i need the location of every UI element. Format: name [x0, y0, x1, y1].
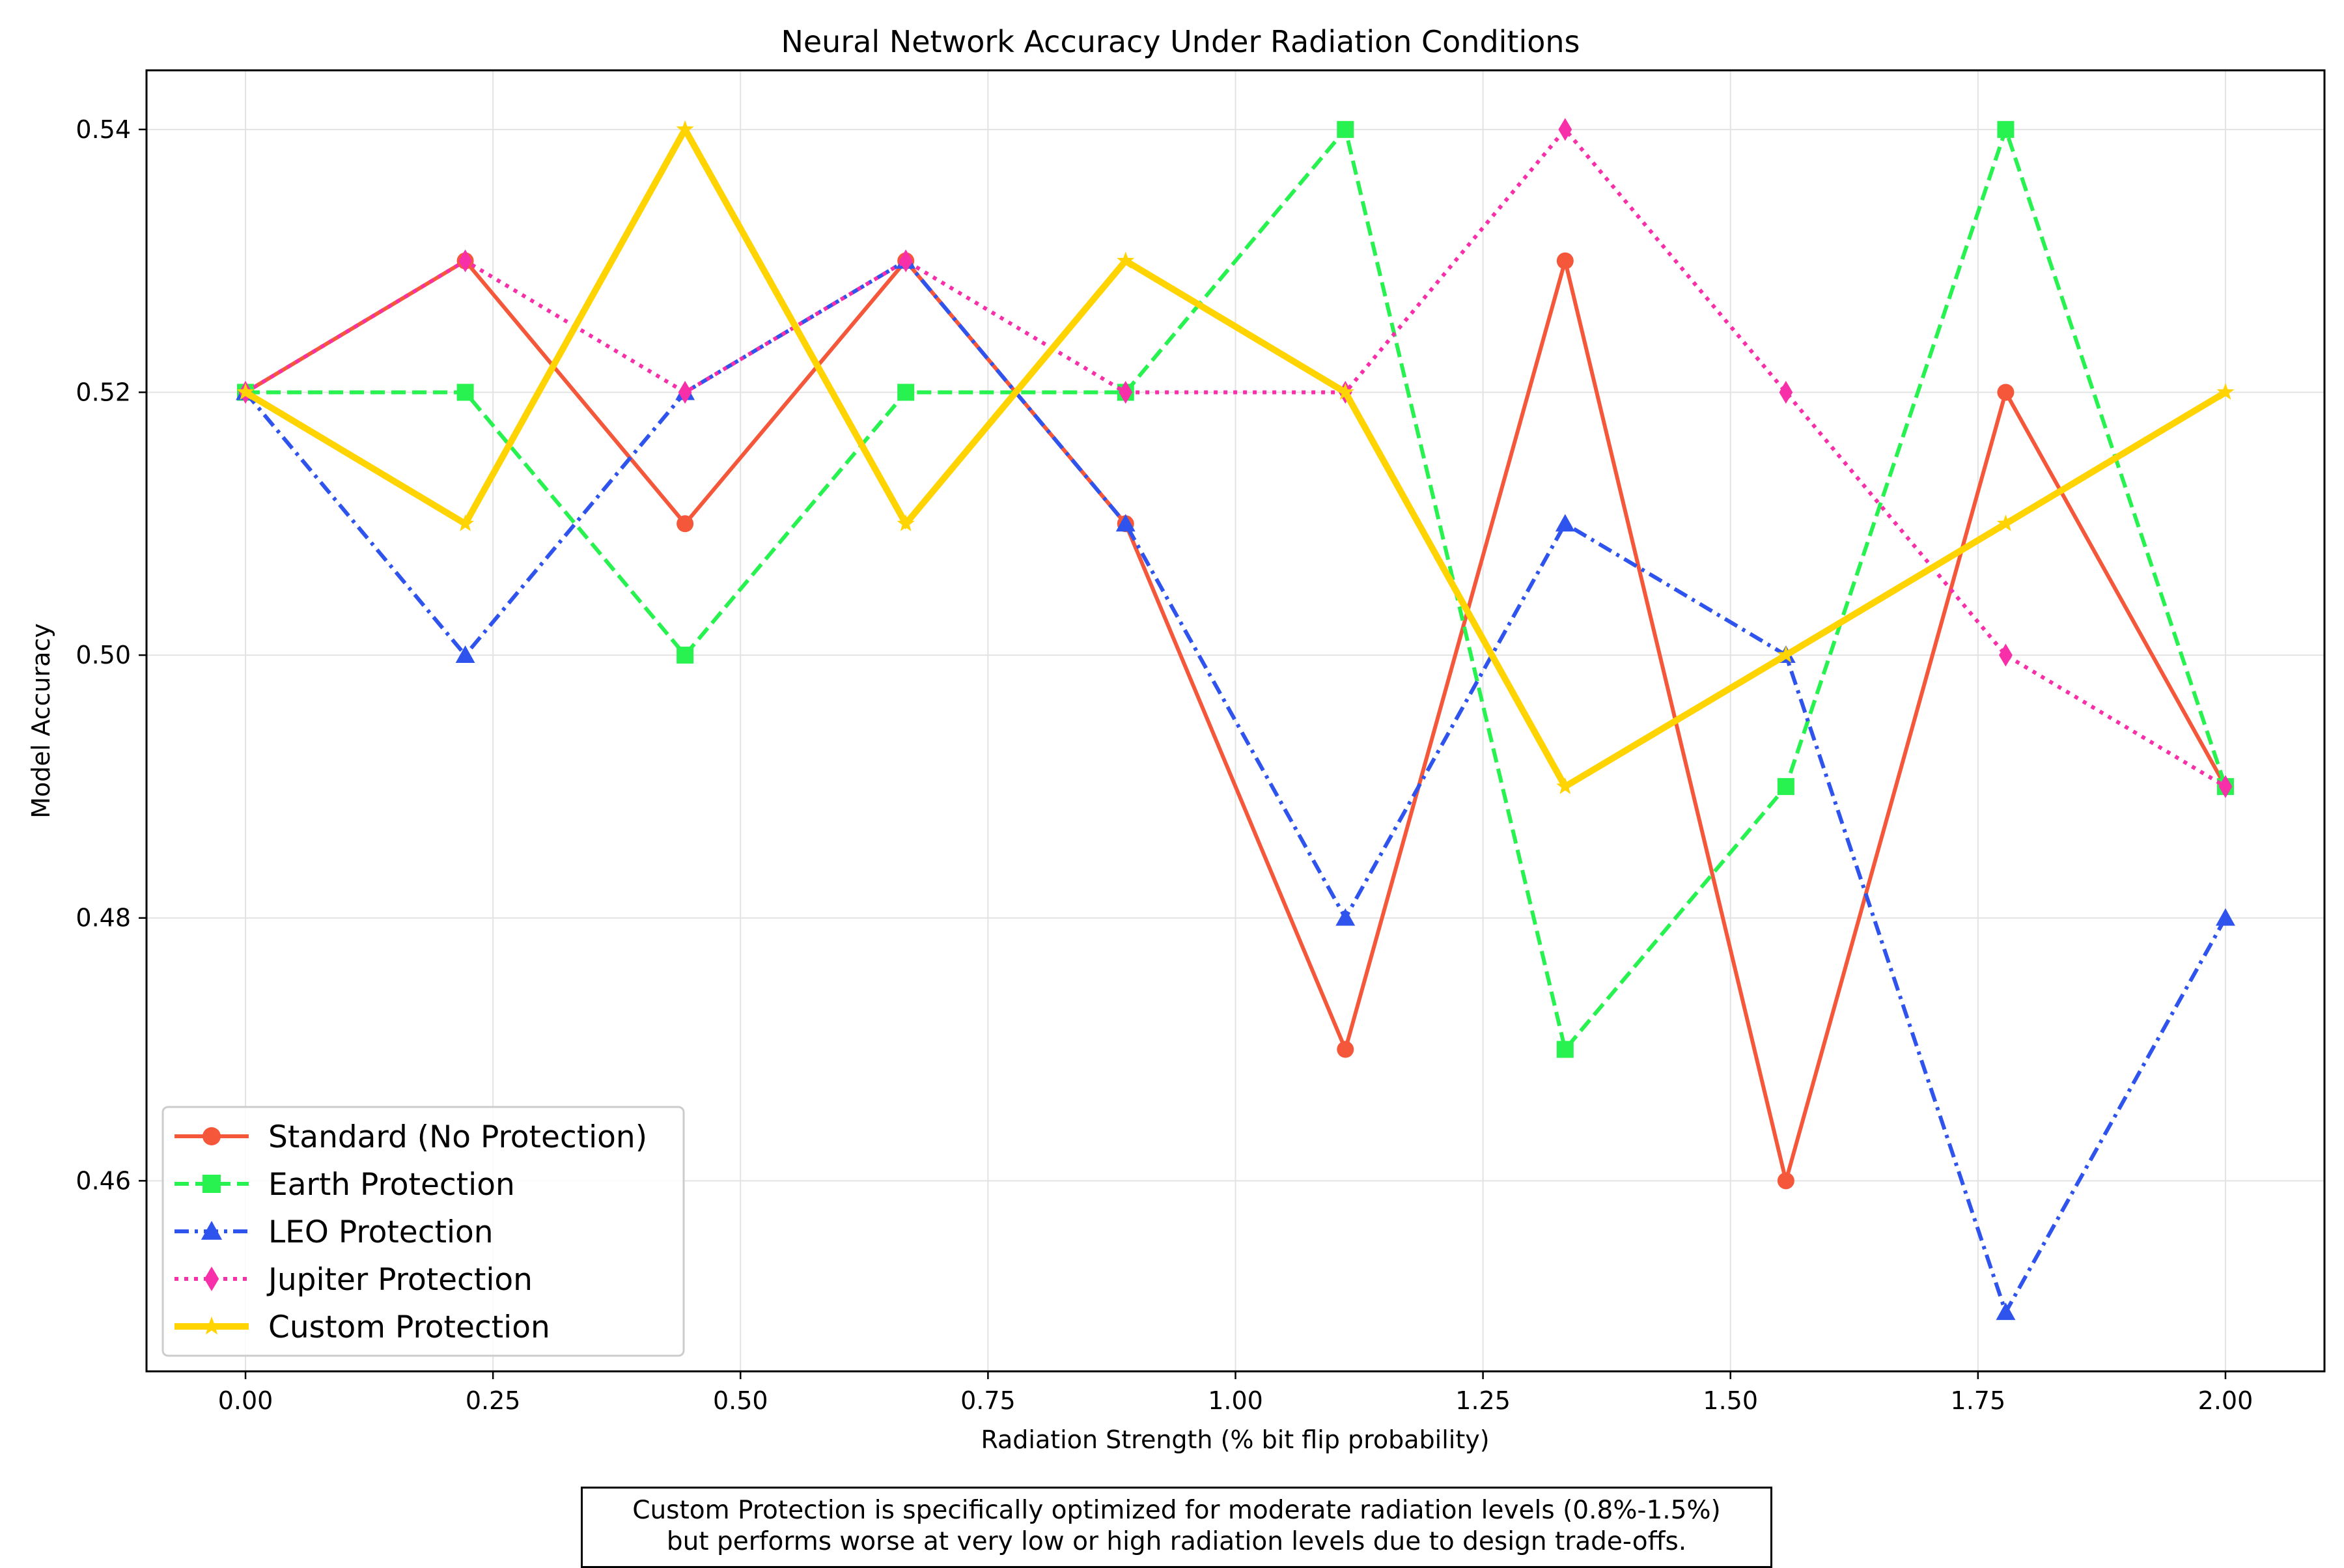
annotation-line-2: but performs worse at very low or high r…: [666, 1527, 1687, 1556]
point-diamond: [1779, 380, 1793, 404]
y-tick-label: 0.54: [76, 115, 131, 144]
point-star: [1336, 383, 1354, 400]
x-tick-label: 2.00: [2198, 1386, 2253, 1415]
y-axis-label: Model Accuracy: [27, 623, 55, 819]
point-square: [1337, 120, 1354, 138]
point-circle: [202, 1127, 221, 1145]
point-square: [202, 1175, 221, 1193]
point-diamond: [204, 1267, 219, 1291]
x-tick-label: 1.00: [1208, 1386, 1263, 1415]
point-diamond: [2218, 775, 2233, 798]
point-triangle: [1996, 1302, 2016, 1321]
legend-label: LEO Protection: [268, 1214, 494, 1250]
point-square: [456, 384, 474, 401]
point-square: [1997, 120, 2015, 138]
y-tick-label: 0.50: [76, 641, 131, 669]
point-triangle: [1335, 908, 1356, 926]
x-tick-label: 1.75: [1951, 1386, 2006, 1415]
x-axis-ticks: 0.00 0.25 0.50 0.75 1.00 1.25 1.50 1.75 2.00: [218, 1371, 2253, 1415]
point-square: [897, 384, 915, 401]
x-tick-label: 0.25: [466, 1386, 521, 1415]
point-star: [456, 514, 475, 531]
point-circle: [1337, 1041, 1354, 1058]
point-star: [1777, 645, 1795, 663]
y-tick-label: 0.46: [76, 1166, 131, 1195]
point-circle: [1777, 1172, 1794, 1190]
point-square: [1556, 1041, 1574, 1058]
point-diamond: [678, 380, 692, 404]
x-tick-label: 1.25: [1455, 1386, 1511, 1415]
point-diamond: [1999, 643, 2013, 667]
chart-title: Neural Network Accuracy Under Radiation …: [781, 24, 1580, 59]
series-layer: [236, 118, 2235, 1321]
point-star: [1556, 777, 1574, 794]
point-circle: [1997, 384, 2015, 401]
legend-label: Jupiter Protection: [266, 1262, 533, 1298]
y-tick-label: 0.52: [76, 378, 131, 406]
series-line: [244, 122, 2227, 791]
point-square: [1777, 777, 1794, 795]
series-line: [244, 253, 2227, 1189]
point-star: [676, 120, 694, 137]
point-star: [202, 1316, 221, 1335]
x-tick-label: 0.00: [218, 1386, 273, 1415]
annotation-box: Custom Protection is specifically optimi…: [581, 1487, 1772, 1568]
series-custom-protection: [236, 120, 2235, 794]
series-line: [245, 123, 2227, 1054]
point-diamond: [1119, 380, 1133, 404]
x-tick-label: 0.75: [960, 1386, 1016, 1415]
x-tick-label: 0.50: [713, 1386, 768, 1415]
legend-label: Earth Protection: [268, 1167, 515, 1203]
legend-label: Standard (No Protection): [268, 1119, 647, 1155]
point-star: [1117, 251, 1135, 269]
point-diamond: [899, 249, 913, 273]
point-triangle: [2216, 908, 2235, 926]
legend: Standard (No Protection) Earth Protection…: [161, 1106, 685, 1357]
y-axis-ticks: 0.46 0.48 0.50 0.52 0.54: [76, 115, 146, 1195]
legend-label: Custom Protection: [268, 1309, 550, 1345]
series-line: [244, 258, 2227, 1317]
y-tick-label: 0.48: [76, 904, 131, 932]
point-triangle: [1115, 514, 1136, 532]
point-circle: [677, 515, 694, 533]
point-star: [897, 514, 915, 531]
point-star: [2216, 383, 2235, 400]
x-axis-label: Radiation Strength (% bit flip probabili…: [981, 1425, 1489, 1454]
point-circle: [1556, 252, 1574, 270]
point-diamond: [458, 249, 472, 273]
point-star: [1996, 514, 2015, 531]
point-triangle: [1555, 514, 1575, 532]
point-triangle: [201, 1220, 223, 1240]
point-square: [677, 647, 694, 664]
x-tick-label: 1.50: [1703, 1386, 1758, 1415]
point-triangle: [455, 645, 475, 664]
point-star: [236, 383, 255, 400]
annotation-line-1: Custom Protection is specifically optimi…: [632, 1496, 1721, 1525]
point-diamond: [1558, 118, 1572, 141]
legend-frame: [161, 1106, 685, 1357]
